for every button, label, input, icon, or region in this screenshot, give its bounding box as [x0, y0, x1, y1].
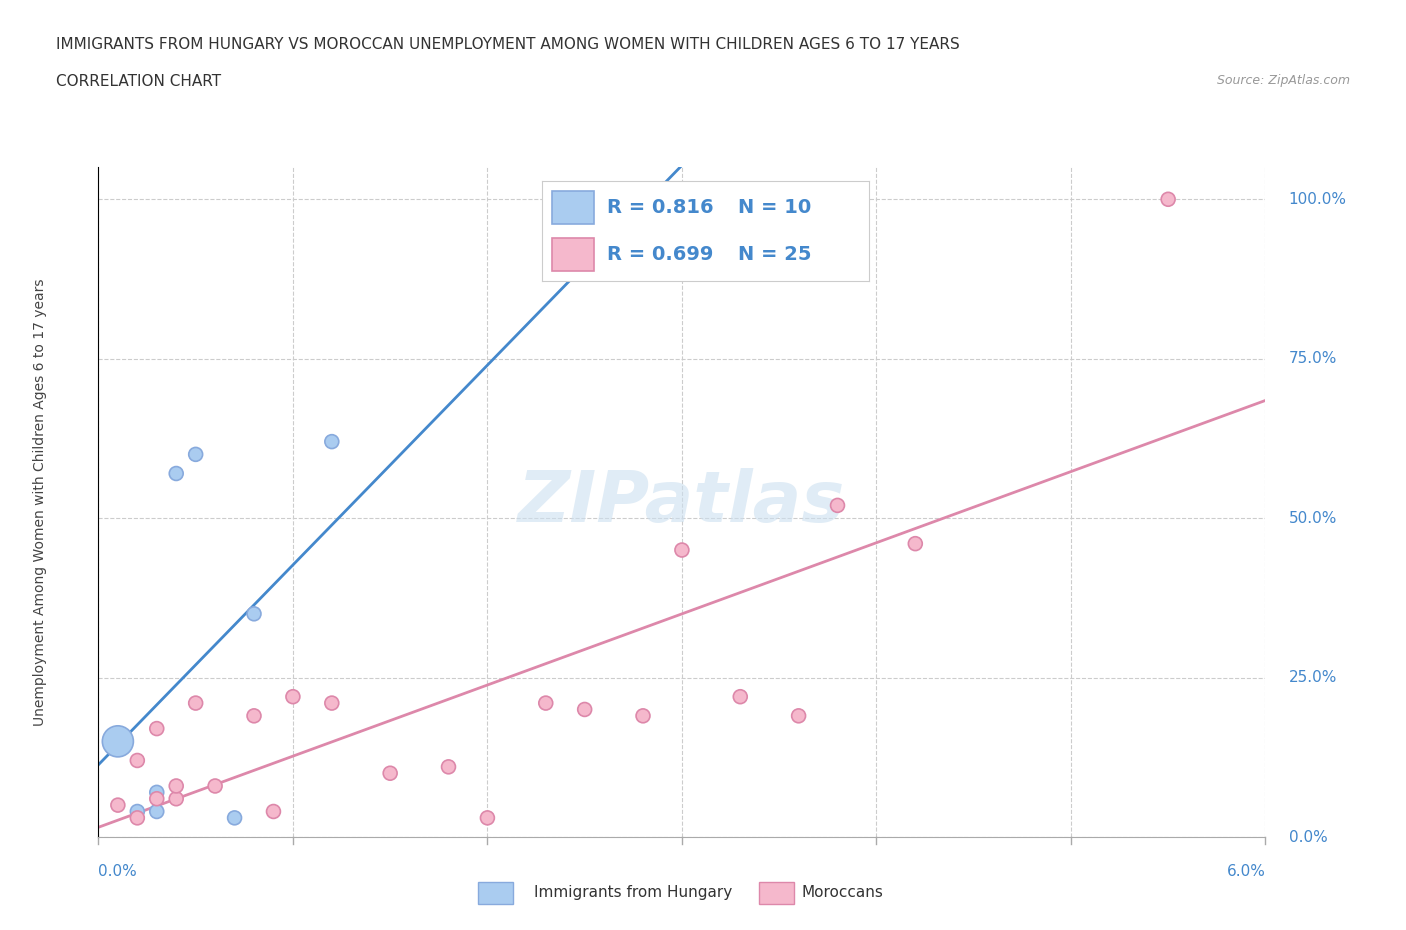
Point [165, 466, 187, 481]
Text: 75.0%: 75.0% [1289, 352, 1337, 366]
Text: ZIPatlas: ZIPatlas [519, 468, 845, 537]
Text: R = 0.816: R = 0.816 [607, 198, 714, 218]
Point [184, 696, 207, 711]
Point [224, 810, 246, 825]
Point [243, 709, 266, 724]
Text: N = 10: N = 10 [738, 198, 811, 218]
Point [243, 606, 266, 621]
Point [146, 791, 169, 806]
Point [378, 765, 402, 780]
Point [107, 798, 129, 813]
Point [437, 760, 460, 775]
Text: 0.0%: 0.0% [98, 864, 138, 879]
Point [477, 810, 499, 825]
Point [146, 785, 169, 800]
Point [534, 696, 557, 711]
FancyBboxPatch shape [551, 191, 595, 224]
Point [262, 804, 284, 819]
Text: 100.0%: 100.0% [1289, 192, 1347, 206]
Text: 6.0%: 6.0% [1226, 864, 1265, 879]
Text: Moroccans: Moroccans [801, 885, 883, 900]
Point [574, 702, 596, 717]
Point [281, 689, 304, 704]
Point [165, 791, 187, 806]
Point [127, 753, 149, 768]
Text: Source: ZipAtlas.com: Source: ZipAtlas.com [1216, 74, 1350, 87]
Point [631, 224, 654, 239]
Text: R = 0.699: R = 0.699 [607, 245, 714, 263]
Point [184, 447, 207, 462]
Text: N = 25: N = 25 [738, 245, 811, 263]
FancyBboxPatch shape [551, 238, 595, 272]
Point [730, 689, 752, 704]
Point [671, 542, 693, 557]
Text: Immigrants from Hungary: Immigrants from Hungary [534, 885, 733, 900]
Point [827, 498, 849, 512]
Text: CORRELATION CHART: CORRELATION CHART [56, 74, 221, 89]
Point [321, 434, 343, 449]
Point [107, 734, 129, 749]
Point [127, 804, 149, 819]
Text: IMMIGRANTS FROM HUNGARY VS MOROCCAN UNEMPLOYMENT AMONG WOMEN WITH CHILDREN AGES : IMMIGRANTS FROM HUNGARY VS MOROCCAN UNEM… [56, 37, 960, 52]
Point [146, 804, 169, 819]
Text: 0.0%: 0.0% [1289, 830, 1327, 844]
Point [787, 709, 810, 724]
Point [904, 537, 927, 551]
Text: 50.0%: 50.0% [1289, 511, 1337, 525]
Point [204, 778, 226, 793]
Point [146, 721, 169, 736]
Point [631, 709, 654, 724]
Point [1157, 192, 1180, 206]
Point [165, 778, 187, 793]
Text: 25.0%: 25.0% [1289, 671, 1337, 685]
Text: Unemployment Among Women with Children Ages 6 to 17 years: Unemployment Among Women with Children A… [34, 278, 46, 726]
Point [127, 810, 149, 825]
Point [321, 696, 343, 711]
